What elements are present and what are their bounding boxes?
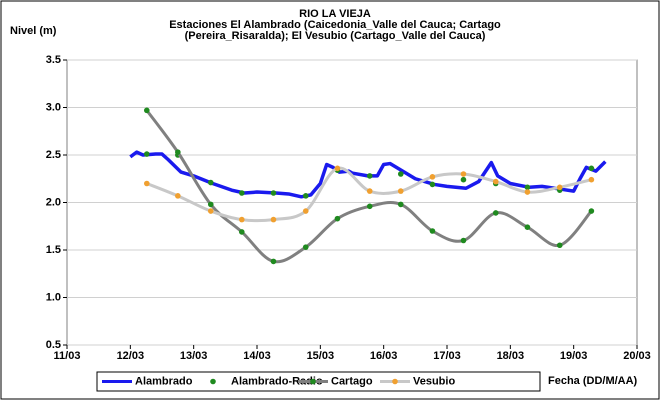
chart-title: (Pereira_Risaralda); El Vesubio (Cartago… [185,30,486,42]
data-point [334,215,341,222]
data-point [366,173,373,179]
y-tick-label: 1.5 [46,244,61,256]
data-point [524,184,531,191]
x-tick-label: 12/03 [117,350,145,362]
legend-label: Cartago [331,375,373,387]
x-tick-label: 16/03 [370,350,398,362]
data-point [556,242,563,249]
x-tick-label: 15/03 [307,350,335,362]
x-tick-label: 14/03 [243,350,271,362]
data-point [207,208,214,214]
data-point [588,165,595,172]
x-tick-label: 19/03 [560,350,588,362]
legend-marker [310,378,316,385]
data-point [366,188,373,194]
data-point [397,201,404,208]
data-point [492,210,499,216]
data-point [460,171,467,177]
data-point [524,224,531,230]
data-point [239,216,245,223]
data-point [270,258,277,265]
data-point [270,216,277,223]
data-point [492,178,499,185]
y-tick-label: 0.5 [46,339,61,351]
data-point [460,237,467,244]
data-point [397,188,404,194]
data-point [207,179,214,186]
y-tick-label: 2.5 [46,149,61,161]
data-point [270,190,277,196]
x-tick-label: 11/03 [54,350,81,362]
y-axis-label: Nivel (m) [10,25,57,37]
data-point [334,165,341,172]
legend-label: Vesubio [413,375,455,387]
data-point [175,149,181,155]
data-point [239,229,245,235]
chart-title: Estaciones El Alambrado (Caicedonia_Vall… [169,19,501,31]
data-point [588,176,595,183]
legend-marker [210,378,216,385]
data-point [588,208,595,214]
y-tick-label: 1.0 [46,291,61,303]
x-tick-label: 13/03 [180,350,208,362]
x-axis-label: Fecha (DD/M/AA) [548,375,638,387]
data-point [302,244,309,250]
x-tick-label: 20/03 [623,350,651,362]
data-point [207,201,214,208]
data-point [366,203,373,210]
data-point [144,180,150,187]
y-tick-label: 2.0 [46,196,61,208]
data-point [397,171,404,177]
legend-label: Alambrado [135,375,193,387]
data-point [429,174,436,180]
data-point [175,193,181,199]
data-point [429,181,436,188]
legend-label: Alambrado-Radio [231,375,323,387]
data-point [302,193,309,199]
data-point [524,189,531,195]
data-point [144,151,150,157]
data-point [302,208,309,214]
x-tick-label: 18/03 [497,350,525,362]
y-tick-label: 3.5 [46,54,61,66]
data-point [144,107,150,114]
data-point [460,176,467,183]
data-point [429,228,436,234]
x-tick-label: 17/03 [433,350,461,362]
chart-title: RIO LA VIEJA [299,8,371,20]
legend-marker [392,378,398,385]
data-point [239,190,245,196]
data-point [556,184,563,191]
y-tick-label: 3.0 [46,101,61,113]
